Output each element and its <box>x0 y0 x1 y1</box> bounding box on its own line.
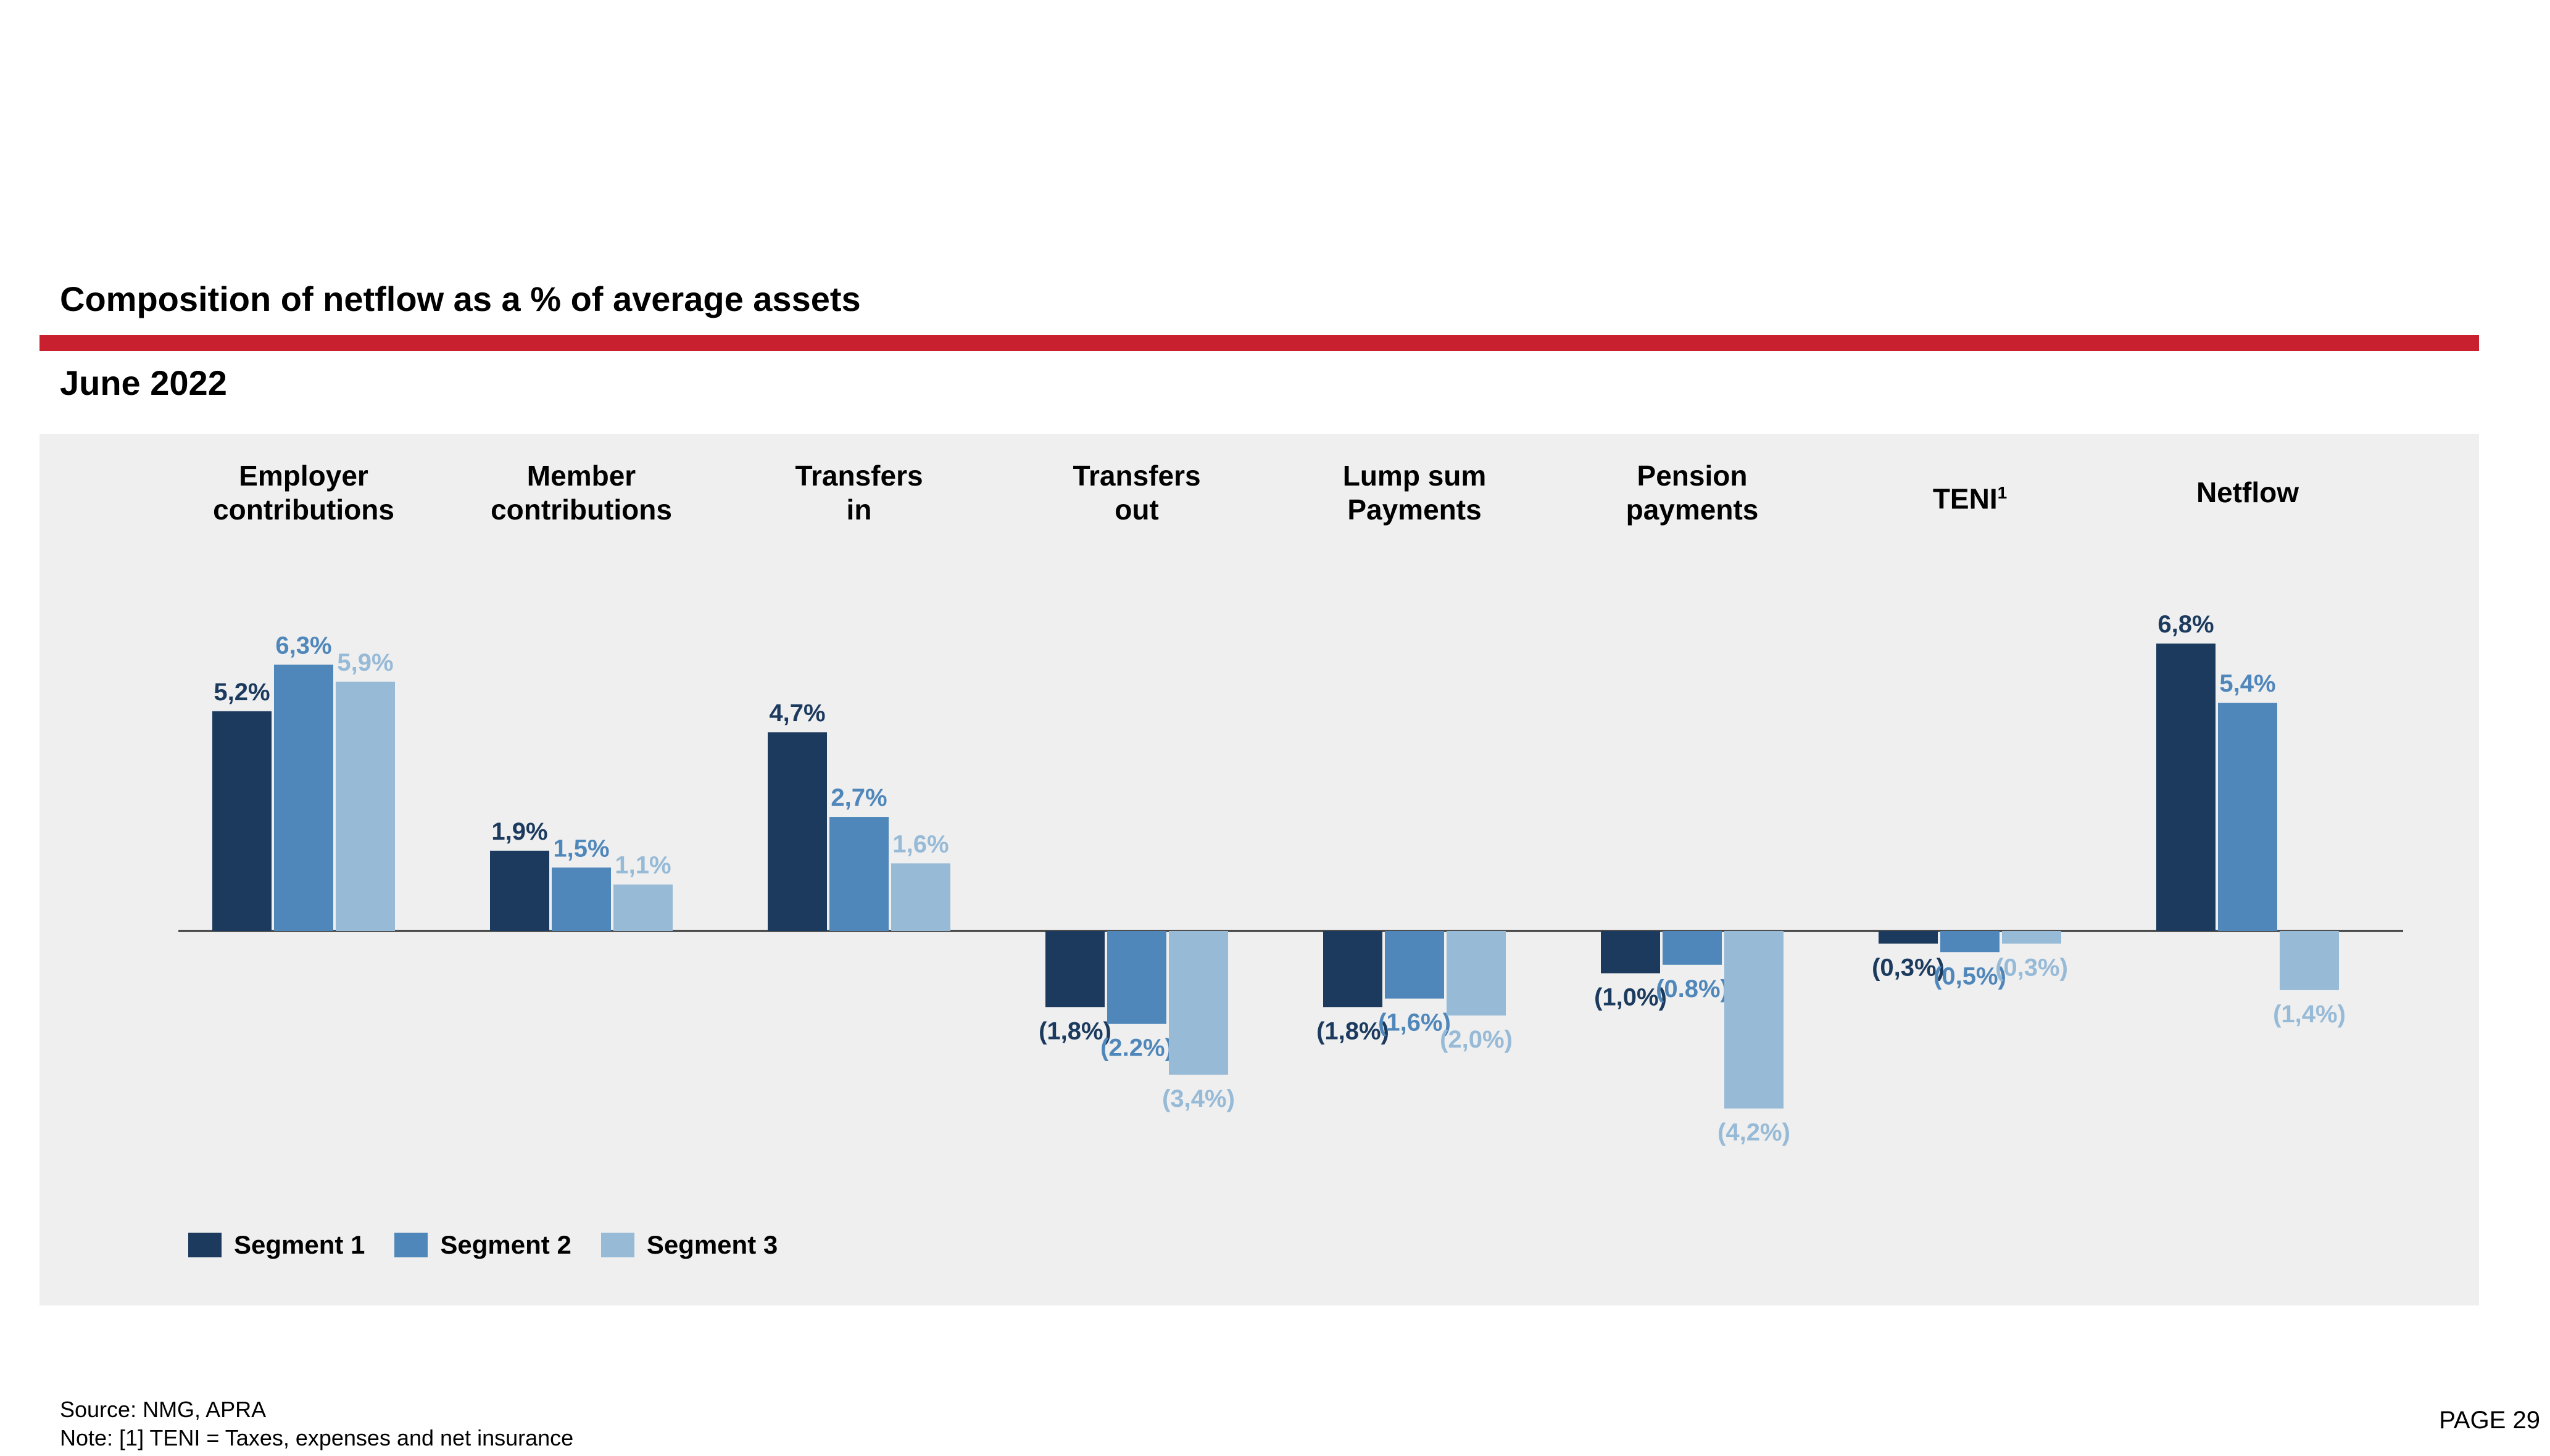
bar-3-3 <box>891 863 950 931</box>
data-label-3-8: (1,4%) <box>2273 1001 2346 1028</box>
bar-3-6 <box>1724 931 1784 1109</box>
data-label-2-6: (0.8%) <box>1656 975 1729 1003</box>
data-label-1-3: 4,7% <box>769 700 825 727</box>
category-header-6: Pension payments <box>1550 459 1834 527</box>
category-header-line-2: contributions <box>491 494 672 526</box>
bar-2-2 <box>552 867 611 931</box>
bar-2-7 <box>1940 931 2000 953</box>
bar-chart: 5,2%6,3%5,9% 1,9%1,5%1,1% 4,7% 2,7%1,6% (1,8… <box>178 611 2403 1146</box>
category-header-line-2: out <box>1115 494 1159 526</box>
bar-1-4 <box>1045 931 1105 1007</box>
bar-2-3 <box>829 817 889 931</box>
data-label-2-4: (2.2%) <box>1100 1035 1173 1062</box>
category-header-line-1: Employer <box>239 460 368 492</box>
category-header-1: Employer contributions <box>162 459 446 527</box>
chart-legend: Segment 1 Segment 2 Segment 3 <box>188 1230 807 1260</box>
category-header-line-1: Netflow <box>2196 476 2299 508</box>
bar-1-1 <box>212 711 272 931</box>
bar-1-7 <box>1879 931 1938 944</box>
bar-3-5 <box>1447 931 1506 1015</box>
chart-panel: Employer contributions Member contributions… <box>39 434 2479 1305</box>
data-label-3-4: (3,4%) <box>1162 1085 1235 1112</box>
data-label-1-2: 1,9% <box>491 818 547 845</box>
category-header-4: Transfers out <box>995 459 1279 527</box>
category-header-line-1: Transfers <box>1073 460 1201 492</box>
data-label-3-6: (4,2%) <box>1717 1119 1790 1146</box>
category-header-line-2: payments <box>1626 494 1759 526</box>
data-label-1-1: 5,2% <box>214 679 270 706</box>
data-label-3-3: 1,6% <box>892 830 949 858</box>
legend-item-segment-3: Segment 3 <box>600 1230 778 1260</box>
data-label-3-1: 5,9% <box>337 649 393 676</box>
data-label-2-8: 5,4% <box>2219 670 2275 697</box>
legend-label-segment-3: Segment 3 <box>646 1230 778 1259</box>
category-header-7: TENI1 <box>1828 476 2112 516</box>
category-header-5: Lump sum Payments <box>1273 459 1556 527</box>
data-label-2-5: (1,6%) <box>1378 1009 1451 1036</box>
category-header-line-1: Lump sum <box>1342 460 1487 492</box>
bar-1-6 <box>1601 931 1660 974</box>
legend-swatch-segment-3 <box>600 1233 634 1257</box>
chart-subtitle: June 2022 <box>60 363 227 402</box>
bar-2-4 <box>1107 931 1166 1024</box>
category-header-line-1: Pension <box>1637 460 1748 492</box>
category-header-line-2: Payments <box>1347 494 1482 526</box>
bar-2-6 <box>1663 931 1722 965</box>
legend-label-segment-2: Segment 2 <box>440 1230 571 1259</box>
data-label-3-2: 1,1% <box>615 852 671 879</box>
category-header-line-2: contributions <box>213 494 394 526</box>
page-number: PAGE 29 <box>2439 1407 2540 1434</box>
legend-swatch-segment-1 <box>188 1233 222 1257</box>
data-label-1-4: (1,8%) <box>1039 1017 1111 1044</box>
title-divider <box>39 335 2479 351</box>
bar-3-2 <box>613 884 673 931</box>
bar-2-1 <box>274 664 333 931</box>
category-header-2: Member contributions <box>439 459 723 527</box>
bar-1-5 <box>1323 931 1382 1007</box>
legend-swatch-segment-2 <box>394 1233 428 1257</box>
footnote-line: Note: [1] TENI = Taxes, expenses and net… <box>60 1425 574 1450</box>
data-label-2-3: 2,7% <box>831 784 887 811</box>
category-header-3: Transfers in <box>717 459 1001 527</box>
bar-1-3 <box>768 732 827 931</box>
legend-item-segment-1: Segment 1 <box>188 1230 365 1260</box>
source-line: Source: NMG, APRA <box>60 1397 267 1422</box>
category-header-line-1: TENI1 <box>1932 482 2008 515</box>
bar-3-7 <box>2002 931 2061 944</box>
data-label-1-8: 6,8% <box>2158 611 2214 638</box>
data-label-3-5: (2,0%) <box>1440 1026 1513 1053</box>
bar-3-1 <box>336 681 395 931</box>
data-label-1-6: (1,0%) <box>1594 984 1667 1011</box>
data-label-2-7: (0,5%) <box>1933 962 2006 990</box>
category-header-line-1: Transfers <box>795 460 923 492</box>
data-label-2-2: 1,5% <box>553 835 609 862</box>
category-header-line-2: in <box>846 494 872 526</box>
bar-2-5 <box>1385 931 1444 999</box>
bar-1-2 <box>490 850 549 931</box>
footnote-marker: 1 <box>1997 483 2008 502</box>
bar-3-8 <box>2280 931 2339 990</box>
source-note: Source: NMG, APRA Note: [1] TENI = Taxes… <box>60 1396 573 1452</box>
bar-3-4 <box>1169 931 1228 1075</box>
data-label-1-5: (1,8%) <box>1316 1017 1389 1044</box>
bar-2-8 <box>2218 703 2277 931</box>
data-label-2-1: 6,3% <box>275 632 331 659</box>
data-label-3-7: (0,3%) <box>1995 954 2068 982</box>
bar-1-8 <box>2156 643 2216 931</box>
legend-item-segment-2: Segment 2 <box>394 1230 571 1260</box>
category-header-8: Netflow <box>2106 476 2390 510</box>
chart-title: Composition of netflow as a % of average… <box>60 279 861 318</box>
data-label-1-7: (0,3%) <box>1872 954 1945 982</box>
legend-label-segment-1: Segment 1 <box>234 1230 365 1259</box>
category-header-line-1: Member <box>526 460 636 492</box>
